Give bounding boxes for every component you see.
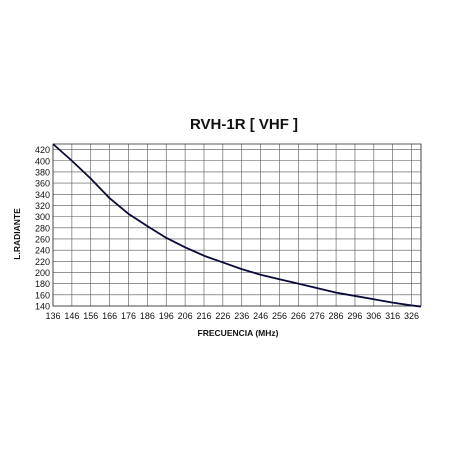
x-tick-label: 326 <box>404 311 419 321</box>
x-tick-label: 256 <box>272 311 287 321</box>
y-tick-label: 360 <box>35 179 50 189</box>
y-tick-label: 280 <box>35 223 50 233</box>
x-tick-label: 316 <box>385 311 400 321</box>
x-tick-label: 136 <box>45 311 60 321</box>
x-tick-label: 186 <box>140 311 155 321</box>
x-axis-ticks: 136 146 156 166 176 186 196 206 216 226 236 246 256 2… <box>45 311 419 321</box>
x-tick-label: 146 <box>64 311 79 321</box>
x-tick-label: 246 <box>253 311 268 321</box>
y-tick-label: 200 <box>35 268 50 278</box>
y-axis-ticks: 1401601802002202402602803003203403603804… <box>35 145 50 311</box>
chart-grid <box>52 144 422 307</box>
y-tick-label: 220 <box>35 257 50 267</box>
x-tick-label: 216 <box>196 311 211 321</box>
y-tick-label: 380 <box>35 167 50 177</box>
y-tick-label: 240 <box>35 246 50 256</box>
y-tick-label: 260 <box>35 234 50 244</box>
x-tick-label: 166 <box>102 311 117 321</box>
chart-title: RVH-1R [ VHF ] <box>190 116 298 133</box>
x-tick-label: 286 <box>329 311 344 321</box>
x-tick-label: 266 <box>291 311 306 321</box>
x-tick-label: 156 <box>83 311 98 321</box>
x-tick-label: 176 <box>121 311 136 321</box>
y-tick-label: 320 <box>35 201 50 211</box>
y-tick-label: 160 <box>35 290 50 300</box>
x-axis-label: FRECUENCIA (MHz) <box>198 328 279 338</box>
x-tick-label: 206 <box>178 311 193 321</box>
y-tick-label: 180 <box>35 279 50 289</box>
y-tick-label: 400 <box>35 156 50 166</box>
y-axis-label: L.RADIANTE <box>12 208 22 260</box>
y-tick-label: 340 <box>35 190 50 200</box>
x-tick-label: 226 <box>215 311 230 321</box>
y-tick-label: 420 <box>35 145 50 155</box>
plot-frame <box>52 143 422 307</box>
series-line <box>52 143 422 308</box>
x-tick-label: 196 <box>159 311 174 321</box>
y-tick-label: 300 <box>35 212 50 222</box>
x-tick-label: 296 <box>347 311 362 321</box>
x-tick-label: 236 <box>234 311 249 321</box>
x-tick-label: 276 <box>310 311 325 321</box>
x-tick-label: 306 <box>366 311 381 321</box>
y-tick-label: 140 <box>35 302 50 312</box>
